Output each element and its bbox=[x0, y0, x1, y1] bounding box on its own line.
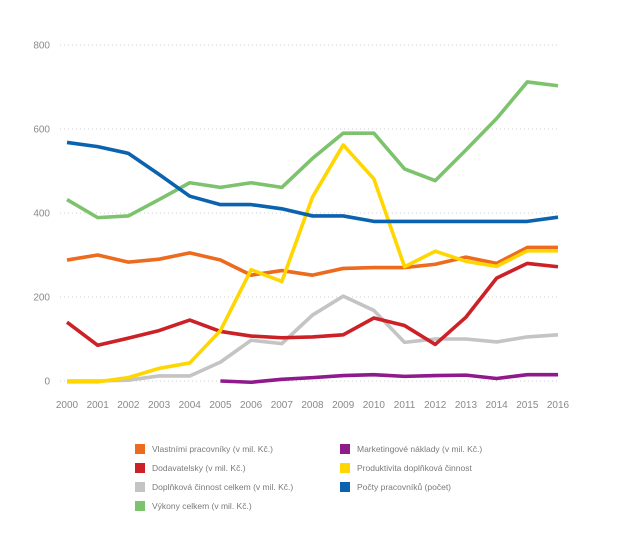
legend-item: Vlastními pracovníky (v mil. Kč.) bbox=[135, 444, 273, 454]
x-tick-label: 2006 bbox=[240, 400, 263, 411]
series-line bbox=[65, 261, 559, 348]
y-tick-label: 600 bbox=[33, 125, 50, 136]
legend-label: Vlastními pracovníky (v mil. Kč.) bbox=[152, 444, 273, 454]
x-tick-label: 2008 bbox=[301, 400, 324, 411]
series-line bbox=[66, 140, 559, 224]
x-tick-label: 2007 bbox=[271, 400, 294, 411]
x-tick-label: 2010 bbox=[363, 400, 386, 411]
legend-label: Marketingové náklady (v mil. Kč.) bbox=[357, 444, 482, 454]
x-tick-label: 2005 bbox=[209, 400, 232, 411]
x-tick-label: 2014 bbox=[486, 400, 509, 411]
y-tick-label: 400 bbox=[33, 209, 50, 220]
series-line bbox=[66, 245, 558, 277]
x-tick-label: 2000 bbox=[56, 400, 79, 411]
legend-label: Výkony celkem (v mil. Kč.) bbox=[152, 501, 252, 511]
legend-swatch bbox=[340, 463, 350, 473]
x-tick-label: 2015 bbox=[516, 400, 539, 411]
y-axis-ticks: 0 200 400 600 800 bbox=[33, 41, 50, 388]
x-tick-label: 2001 bbox=[87, 400, 110, 411]
legend-label: Doplňková činnost celkem (v mil. Kč.) bbox=[152, 482, 293, 492]
legend-swatch bbox=[135, 444, 145, 454]
legend-label: Dodavatelsky (v mil. Kč.) bbox=[152, 463, 246, 473]
x-tick-label: 2013 bbox=[455, 400, 478, 411]
y-tick-label: 200 bbox=[33, 293, 50, 304]
legend: Vlastními pracovníky (v mil. Kč.) Marketi… bbox=[135, 444, 482, 511]
x-tick-label: 2012 bbox=[424, 400, 447, 411]
x-tick-label: 2009 bbox=[332, 400, 355, 411]
y-tick-label: 800 bbox=[33, 41, 50, 52]
x-tick-label: 2004 bbox=[179, 400, 202, 411]
legend-item: Marketingové náklady (v mil. Kč.) bbox=[340, 444, 482, 454]
legend-swatch bbox=[135, 482, 145, 492]
x-tick-label: 2016 bbox=[547, 400, 570, 411]
series-line bbox=[67, 143, 558, 384]
legend-swatch bbox=[135, 501, 145, 511]
legend-item: Produktivita doplňková činnost bbox=[340, 463, 472, 473]
x-axis-ticks: 2000 2001 2002 2003 2004 2005 2006 2007 2008 2009… bbox=[56, 400, 570, 411]
x-tick-label: 2011 bbox=[394, 400, 416, 411]
y-tick-label: 0 bbox=[44, 377, 50, 388]
x-tick-label: 2003 bbox=[148, 400, 171, 411]
legend-label: Produktivita doplňková činnost bbox=[357, 463, 472, 473]
legend-swatch bbox=[135, 463, 145, 473]
grid-layer bbox=[60, 44, 558, 382]
legend-item: Dodavatelsky (v mil. Kč.) bbox=[135, 463, 246, 473]
series-line bbox=[66, 80, 559, 220]
series-layer bbox=[65, 80, 559, 385]
legend-item: Výkony celkem (v mil. Kč.) bbox=[135, 501, 252, 511]
series-line bbox=[67, 294, 559, 383]
legend-item: Počty pracovníků (počet) bbox=[340, 482, 451, 492]
legend-swatch bbox=[340, 482, 350, 492]
legend-item: Doplňková činnost celkem (v mil. Kč.) bbox=[135, 482, 293, 492]
x-tick-label: 2002 bbox=[117, 400, 140, 411]
legend-swatch bbox=[340, 444, 350, 454]
legend-label: Počty pracovníků (počet) bbox=[357, 482, 451, 492]
series-line bbox=[220, 372, 558, 385]
